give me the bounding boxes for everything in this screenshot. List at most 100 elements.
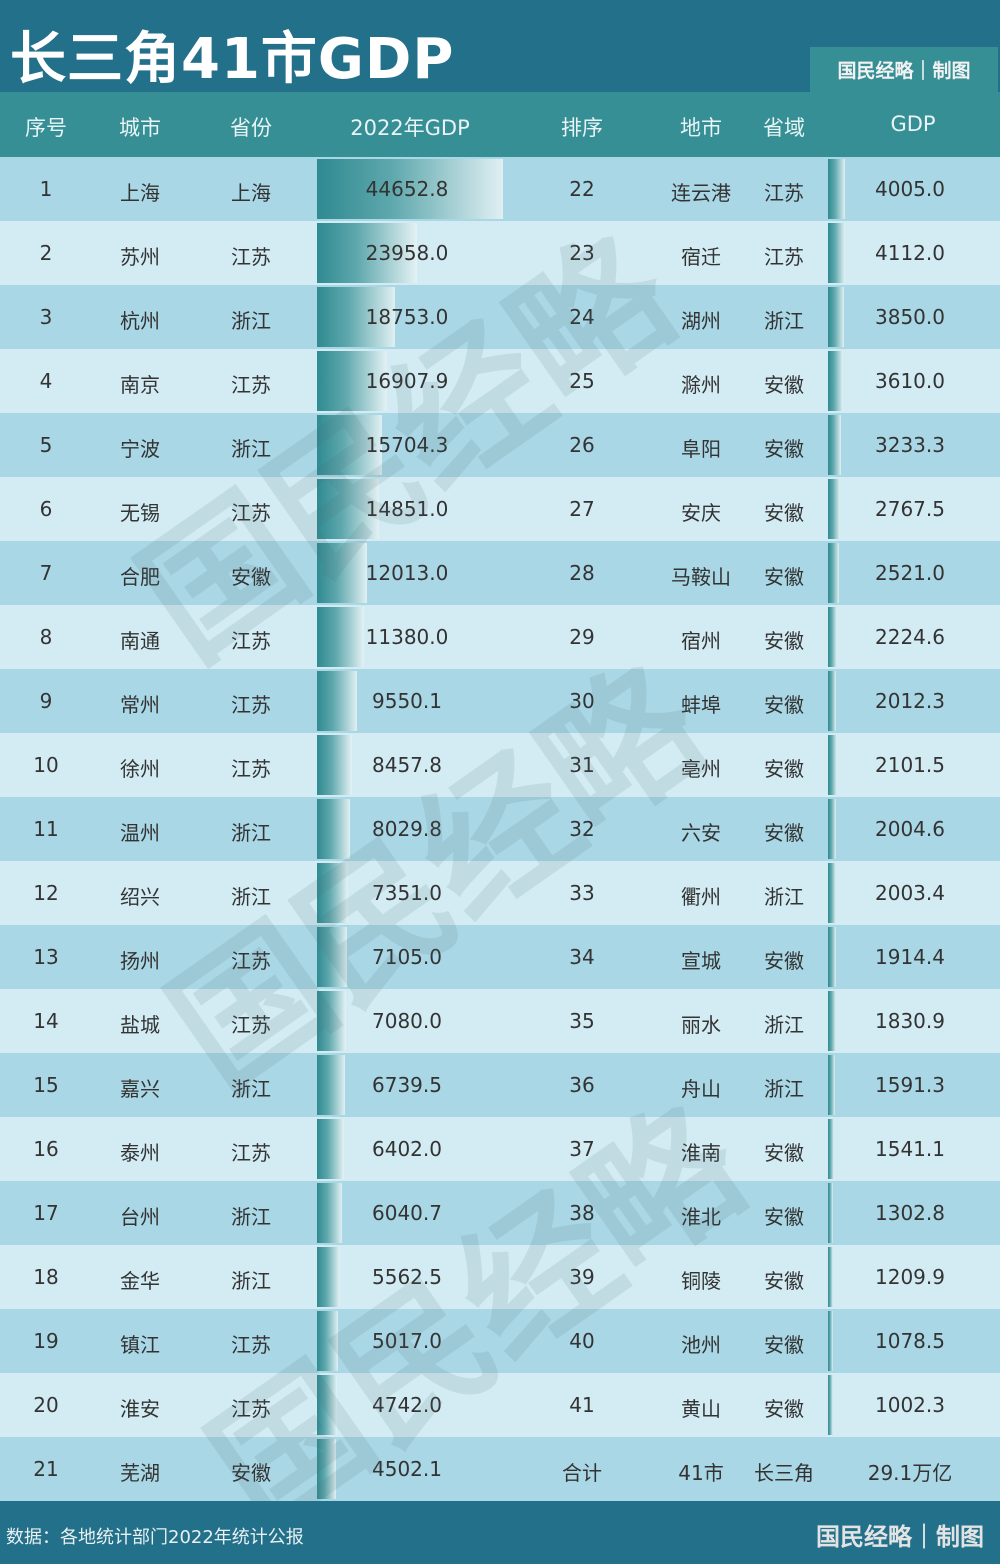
gdp-bar <box>317 607 365 667</box>
gdp-value: 23958.0 <box>365 241 449 265</box>
header-province: 省份 <box>230 116 272 140</box>
gdp-bar <box>317 287 396 347</box>
gdp-value: 15704.3 <box>365 433 449 457</box>
table-row: 6 无锡 江苏 14851.0 27 安庆 安徽 2767.5 <box>0 477 1000 541</box>
rank-cell: 40 <box>569 1329 595 1353</box>
gdp-bar <box>828 735 837 795</box>
rank-cell: 35 <box>569 1009 595 1033</box>
gdp-value: 7105.0 <box>372 945 442 969</box>
province-cell: 安徽 <box>764 565 804 589</box>
city-cell: 蚌埠 <box>681 693 721 717</box>
province-cell: 浙江 <box>231 1269 271 1293</box>
gdp-value: 16907.9 <box>365 369 449 393</box>
province-cell: 浙江 <box>764 1013 804 1037</box>
city-cell: 宁波 <box>120 437 160 461</box>
city-cell: 亳州 <box>681 757 721 781</box>
province-cell: 安徽 <box>764 1397 804 1421</box>
gdp-value: 6402.0 <box>372 1137 442 1161</box>
header-province-2: 省域 <box>763 116 805 140</box>
gdp-value: 1591.3 <box>875 1073 945 1097</box>
table-row: 14 盐城 江苏 7080.0 35 丽水 浙江 1830.9 <box>0 989 1000 1053</box>
table-row: 17 台州 浙江 6040.7 38 淮北 安徽 1302.8 <box>0 1181 1000 1245</box>
city-cell: 池州 <box>681 1333 721 1357</box>
rank-cell: 33 <box>569 881 595 905</box>
table-row: 1 上海 上海 44652.8 22 连云港 江苏 4005.0 <box>0 157 1000 221</box>
city-cell: 湖州 <box>681 309 721 333</box>
gdp-bar <box>828 1247 834 1307</box>
rank-cell: 6 <box>39 497 53 521</box>
city-cell: 宿州 <box>681 629 721 653</box>
city-cell: 上海 <box>120 181 160 205</box>
gdp-value: 7351.0 <box>372 881 442 905</box>
table-header: 序号 城市 省份 2022年GDP 排序 地市 省域 GDP <box>0 92 1000 157</box>
table-row: 7 合肥 安徽 12013.0 28 马鞍山 安徽 2521.0 <box>0 541 1000 605</box>
table-row: 20 淮安 江苏 4742.0 41 黄山 安徽 1002.3 <box>0 1373 1000 1437</box>
city-cell: 马鞍山 <box>671 565 731 589</box>
gdp-bar <box>828 415 842 475</box>
gdp-bar <box>317 1311 338 1371</box>
gdp-value: 1302.8 <box>875 1201 945 1225</box>
gdp-bar <box>317 1119 344 1179</box>
gdp-value: 8457.8 <box>372 753 442 777</box>
rank-cell: 10 <box>33 753 59 777</box>
gdp-value: 5562.5 <box>372 1265 442 1289</box>
city-cell: 滁州 <box>681 373 721 397</box>
gdp-value: 1002.3 <box>875 1393 945 1417</box>
rank-cell: 1 <box>39 177 53 201</box>
rank-cell: 24 <box>569 305 595 329</box>
header-index: 序号 <box>25 116 67 140</box>
gdp-bar <box>317 1183 343 1243</box>
gdp-bar <box>828 1055 835 1115</box>
table-row: 9 常州 江苏 9550.1 30 蚌埠 安徽 2012.3 <box>0 669 1000 733</box>
gdp-value: 8029.8 <box>372 817 442 841</box>
city-cell: 阜阳 <box>681 437 721 461</box>
city-cell: 安庆 <box>681 501 721 525</box>
city-cell: 台州 <box>120 1205 160 1229</box>
province-cell: 安徽 <box>764 373 804 397</box>
gdp-value: 9550.1 <box>372 689 442 713</box>
city-cell: 镇江 <box>120 1333 160 1357</box>
gdp-bar <box>317 543 368 603</box>
province-cell: 江苏 <box>231 1141 271 1165</box>
gdp-value: 1078.5 <box>875 1329 945 1353</box>
gdp-bar <box>828 351 844 411</box>
gdp-bar <box>317 991 347 1051</box>
table-row: 3 杭州 浙江 18753.0 24 湖州 浙江 3850.0 <box>0 285 1000 349</box>
rank-cell: 27 <box>569 497 595 521</box>
gdp-bar <box>828 927 836 987</box>
rank-cell: 39 <box>569 1265 595 1289</box>
province-cell: 安徽 <box>231 565 271 589</box>
rank-cell: 9 <box>39 689 53 713</box>
city-cell: 南京 <box>120 373 160 397</box>
province-cell: 江苏 <box>231 245 271 269</box>
gdp-value: 3233.3 <box>875 433 945 457</box>
gdp-bar <box>317 479 379 539</box>
rank-cell: 16 <box>33 1137 59 1161</box>
city-cell: 南通 <box>120 629 160 653</box>
province-cell: 浙江 <box>764 1077 804 1101</box>
gdp-bar <box>317 1375 337 1435</box>
gdp-bar <box>828 863 837 923</box>
header-city-2: 地市 <box>680 116 722 140</box>
gdp-value: 2767.5 <box>875 497 945 521</box>
gdp-value: 2004.6 <box>875 817 945 841</box>
table-row: 4 南京 江苏 16907.9 25 滁州 安徽 3610.0 <box>0 349 1000 413</box>
city-cell: 金华 <box>120 1269 160 1293</box>
gdp-bar <box>828 991 836 1051</box>
gdp-value: 4112.0 <box>875 241 945 265</box>
province-cell: 江苏 <box>231 1013 271 1037</box>
province-cell: 江苏 <box>231 1333 271 1357</box>
gdp-bar <box>317 1439 336 1499</box>
city-cell: 合肥 <box>120 565 160 589</box>
gdp-value: 11380.0 <box>365 625 449 649</box>
gdp-value: 2003.4 <box>875 881 945 905</box>
rank-cell: 14 <box>33 1009 59 1033</box>
province-cell: 安徽 <box>764 501 804 525</box>
city-cell: 六安 <box>681 821 721 845</box>
city-cell: 宿迁 <box>681 245 721 269</box>
gdp-value: 4005.0 <box>875 177 945 201</box>
gdp-value: 2521.0 <box>875 561 945 585</box>
gdp-value: 1209.9 <box>875 1265 945 1289</box>
table-row: 16 泰州 江苏 6402.0 37 淮南 安徽 1541.1 <box>0 1117 1000 1181</box>
